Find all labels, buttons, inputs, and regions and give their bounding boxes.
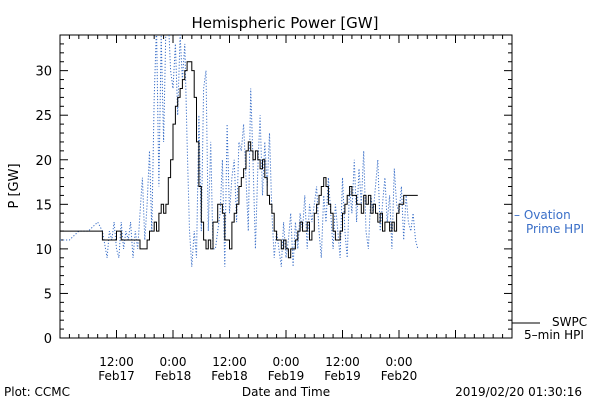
x-tick-time-label: 12:00 xyxy=(99,355,134,369)
x-tick-date-label: Feb19 xyxy=(324,369,361,383)
x-tick-date-label: Feb18 xyxy=(155,369,192,383)
y-tick-label: 15 xyxy=(35,198,52,213)
x-tick-time-label: 12:00 xyxy=(325,355,360,369)
x-axis-label: Date and Time xyxy=(242,385,330,399)
y-tick-label: 30 xyxy=(35,65,52,80)
y-axis-ticks: 0 5 10 15 20 25 30 xyxy=(35,34,512,347)
y-tick-label: 25 xyxy=(35,109,52,124)
footer-timestamp: 2019/02/20 01:30:16 xyxy=(455,385,582,399)
y-tick-label: 5 xyxy=(44,287,52,302)
x-tick-time-label: 0:00 xyxy=(160,355,187,369)
y-axis-label: P [GW] xyxy=(7,163,22,208)
x-tick-date-label: Feb18 xyxy=(211,369,248,383)
y-tick-label: 10 xyxy=(35,243,52,258)
legend-swpc-line2: 5–min HPI xyxy=(524,328,584,342)
legend-ovation-line2: Prime HPI xyxy=(526,222,584,236)
x-tick-date-label: Feb19 xyxy=(268,369,305,383)
series-layer xyxy=(60,35,419,267)
x-tick-date-label: Feb20 xyxy=(381,369,418,383)
x-axis-ticks: 12:00Feb170:00Feb1812:00Feb180:00Feb1912… xyxy=(59,35,513,383)
x-tick-time-label: 0:00 xyxy=(386,355,413,369)
swpc-hpi-line xyxy=(60,61,418,259)
y-tick-label: 20 xyxy=(35,154,52,169)
x-tick-time-label: 0:00 xyxy=(273,355,300,369)
y-tick-label: 0 xyxy=(44,332,52,347)
x-tick-time-label: 12:00 xyxy=(212,355,247,369)
legend-swpc-line1: SWPC xyxy=(552,315,587,329)
footer-plot-credit: Plot: CCMC xyxy=(4,385,70,399)
chart-title: Hemispheric Power [GW] xyxy=(192,14,379,32)
x-tick-date-label: Feb17 xyxy=(98,369,135,383)
legend-ovation-line1: – Ovation xyxy=(514,208,571,222)
